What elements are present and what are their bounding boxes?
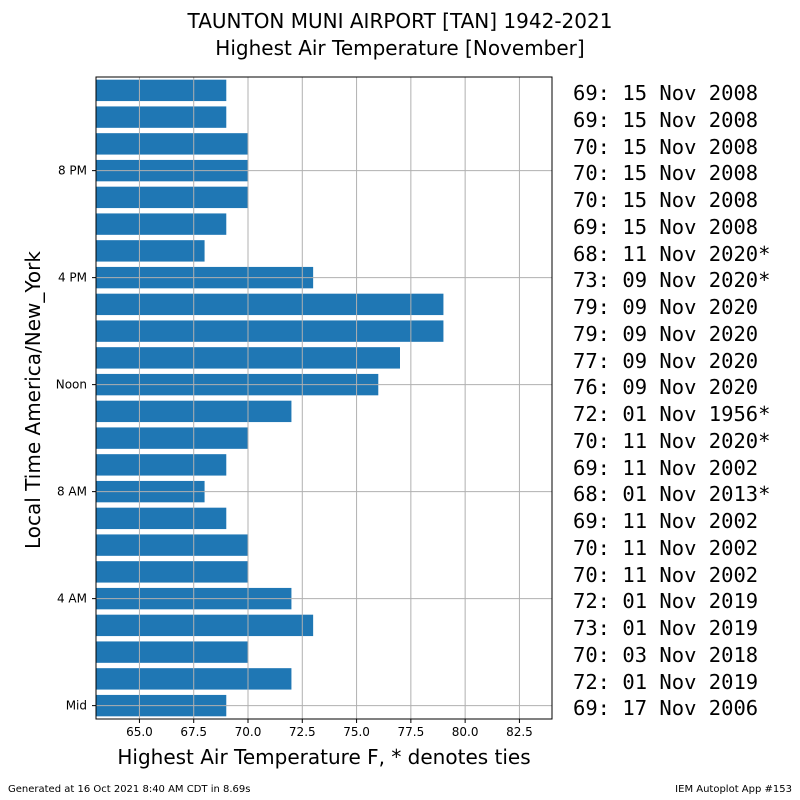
annotation-line: 69: 11 Nov 2002	[573, 509, 759, 533]
annotation-line: 70: 11 Nov 2002	[573, 562, 759, 587]
bar-9-pm	[96, 133, 248, 155]
chart-title: TAUNTON MUNI AIRPORT [TAN] 1942-2021	[187, 9, 613, 33]
annotation-line: 70: 11 Nov 2020*	[573, 428, 771, 453]
y-tick-label: 4 AM	[57, 592, 87, 606]
bar-10-pm	[96, 106, 227, 128]
bar-9-am	[96, 454, 227, 476]
annotation-line: 70: 11 Nov 2002	[573, 535, 759, 560]
y-tick-label: 8 AM	[57, 485, 87, 499]
annotation-line: 72: 01 Nov 2019	[573, 589, 759, 614]
annotation-line: 79: 09 Nov 2020	[573, 321, 759, 346]
annotation-line: 70: 15 Nov 2008	[573, 188, 759, 212]
chart-titles: TAUNTON MUNI AIRPORT [TAN] 1942-2021 Hig…	[0, 8, 800, 62]
footer-app-id: IEM Autoplot App #153	[675, 784, 792, 795]
x-tick-label: 72.5	[289, 725, 316, 739]
y-tick-label: 4 PM	[58, 271, 87, 285]
bar-7-am	[96, 507, 227, 530]
bar-5-am	[96, 561, 248, 583]
bar-11-pm	[96, 79, 227, 102]
annotation-line: 76: 09 Nov 2020	[573, 375, 759, 400]
x-axis-label: Highest Air Temperature F, * denotes tie…	[117, 745, 531, 769]
annotation-line: 77: 09 Nov 2020	[573, 348, 759, 373]
bar-3-pm	[96, 293, 444, 316]
bar-3-am	[96, 614, 314, 637]
annotation-line: 72: 01 Nov 2019	[573, 669, 759, 694]
annotation-line: 72: 01 Nov 1956*	[573, 402, 771, 426]
x-tick-label: 75.0	[343, 725, 370, 739]
annotation-line: 70: 15 Nov 2008	[573, 161, 759, 186]
annotation-line: 69: 15 Nov 2008	[573, 107, 759, 132]
x-tick-label: 77.5	[397, 725, 424, 739]
axes-frame	[95, 76, 553, 720]
annotation-line: 70: 03 Nov 2018	[573, 642, 759, 667]
footer-generated: Generated at 16 Oct 2021 8:40 AM CDT in …	[8, 784, 251, 795]
annotation-line: 69: 15 Nov 2008	[573, 81, 759, 105]
annotation-line: 69: 17 Nov 2006	[573, 696, 759, 721]
x-tick-label: 82.5	[506, 725, 533, 739]
annotation-line: 68: 11 Nov 2020*	[573, 241, 771, 266]
x-tick-label: 80.0	[452, 725, 479, 739]
annotation-line: 69: 11 Nov 2002	[573, 455, 759, 480]
bar-6-am	[96, 534, 248, 556]
x-tick-label: 70.0	[235, 725, 262, 739]
y-tick-label: 8 PM	[58, 164, 87, 178]
y-axis-label: Local Time America/New_York	[21, 251, 45, 549]
bar-7-pm	[96, 186, 248, 209]
annotation-line: 79: 09 Nov 2020	[573, 295, 759, 319]
y-tick-label: Noon	[56, 378, 87, 392]
y-tick-label: Mid	[66, 699, 87, 713]
annotation-line: 68: 01 Nov 2013*	[573, 482, 771, 507]
annotation-line: 69: 15 Nov 2008	[573, 214, 759, 239]
bar-5-pm	[96, 240, 205, 262]
annotation-line: 73: 01 Nov 2019	[573, 616, 759, 640]
annotation-list: 69: 15 Nov 2008 69: 15 Nov 2008 70: 15 Nov…	[573, 80, 770, 722]
x-tick-label: 65.0	[126, 725, 153, 739]
annotation-line: 70: 15 Nov 2008	[573, 134, 759, 159]
bar-2-am	[96, 641, 248, 663]
bar-6-pm	[96, 213, 227, 235]
bar-2-pm	[96, 320, 444, 342]
bar-10-am	[96, 427, 248, 449]
chart-subtitle: Highest Air Temperature [November]	[215, 36, 585, 60]
annotation-line: 73: 09 Nov 2020*	[573, 268, 771, 293]
x-tick-label: 67.5	[180, 725, 207, 739]
